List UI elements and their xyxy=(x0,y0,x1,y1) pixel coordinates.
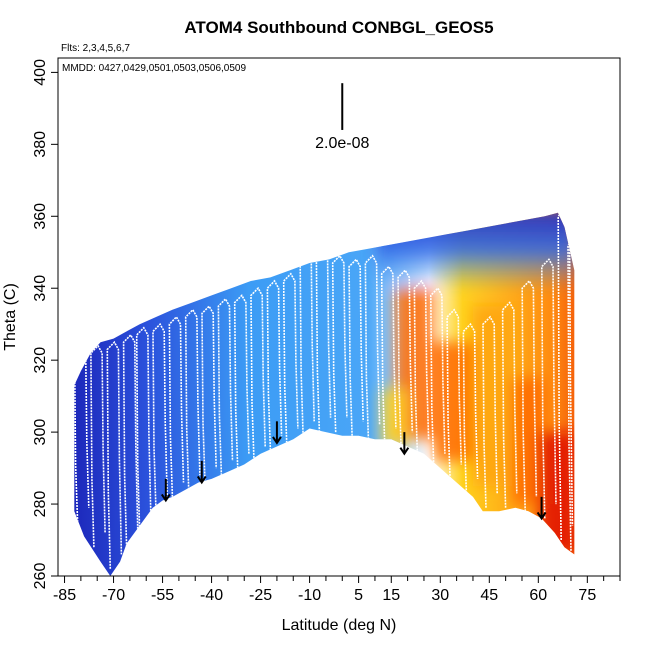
trace-profile xyxy=(462,322,479,494)
trace-profile xyxy=(184,308,201,490)
scale-bar: 2.0e-08 xyxy=(315,83,370,152)
x-tick-label: -55 xyxy=(151,587,174,604)
trace-profile xyxy=(446,308,463,479)
trace-profile xyxy=(135,326,152,533)
x-tick-label: -70 xyxy=(102,587,125,604)
trace-profile xyxy=(429,286,446,469)
y-tick-label: 360 xyxy=(32,203,49,230)
arrow-head xyxy=(272,436,282,445)
trace-profile xyxy=(413,279,430,454)
warm-region xyxy=(472,306,513,487)
x-tick-label: 60 xyxy=(529,587,547,604)
y-tick-label: 320 xyxy=(32,347,49,374)
x-tick-label: 5 xyxy=(354,587,363,604)
x-axis: -85 -70 -55 -40 -25 -10 5 15 30 45 60 75 xyxy=(53,576,621,604)
x-tick-label: 45 xyxy=(480,587,498,604)
warm-anomaly-layer xyxy=(374,212,575,555)
trace-profile xyxy=(90,344,106,548)
trace-profile xyxy=(364,254,381,440)
trace-profile xyxy=(521,279,538,512)
x-tick-label: 15 xyxy=(382,587,400,604)
trace-profile xyxy=(152,322,168,512)
y-axis-label: Theta (C) xyxy=(2,283,19,351)
trace-profile xyxy=(233,294,250,469)
dates-subtitle: MMDD: 0427,0429,0501,0503,0506,0509 xyxy=(62,63,246,74)
warm-region xyxy=(433,342,473,461)
trace-profile xyxy=(540,258,557,519)
scale-bar-label: 2.0e-08 xyxy=(315,135,369,152)
y-tick-label: 260 xyxy=(32,563,49,590)
x-tick-label: -25 xyxy=(249,587,272,604)
x-tick-label: -10 xyxy=(298,587,321,604)
high-theta-cap xyxy=(374,212,575,325)
y-tick-label: 340 xyxy=(32,275,49,302)
trace-profile xyxy=(266,279,283,451)
arrow-head xyxy=(196,475,207,485)
y-axis: 260 280 300 320 340 360 380 400 xyxy=(32,59,58,589)
plot-frame xyxy=(57,57,621,577)
trace-profile xyxy=(217,297,234,476)
flights-subtitle: Flts: 2,3,4,5,6,7 xyxy=(61,43,130,54)
x-tick-label: -85 xyxy=(53,587,76,604)
y-tick-label: 300 xyxy=(32,419,49,446)
y-tick-label: 380 xyxy=(32,131,49,158)
x-tick-label: -40 xyxy=(200,587,223,604)
arrow-head xyxy=(160,493,171,503)
arrow-markers xyxy=(160,421,547,521)
trace-profile xyxy=(482,315,498,508)
x-axis-label: Latitude (deg N) xyxy=(282,617,397,634)
trace-profile xyxy=(250,286,266,461)
arrow-head xyxy=(536,511,547,521)
y-tick-label: 400 xyxy=(32,59,49,86)
y-tick-label: 280 xyxy=(32,491,49,518)
trace-profile xyxy=(315,250,332,433)
trace-profile xyxy=(282,272,299,443)
aircraft-trace-layer xyxy=(74,212,575,569)
trace-profile xyxy=(168,315,185,497)
trace-profile xyxy=(501,301,518,508)
arrow-head xyxy=(399,447,410,456)
plot-area: 2.0e-08 xyxy=(57,57,621,577)
trace-profile xyxy=(557,212,574,541)
trace-profile xyxy=(122,333,139,548)
x-tick-label: 30 xyxy=(431,587,449,604)
chart-title: ATOM4 Southbound CONBGL_GEOS5 xyxy=(184,18,493,37)
trace-profile xyxy=(106,340,123,569)
x-tick-label: 75 xyxy=(578,587,596,604)
